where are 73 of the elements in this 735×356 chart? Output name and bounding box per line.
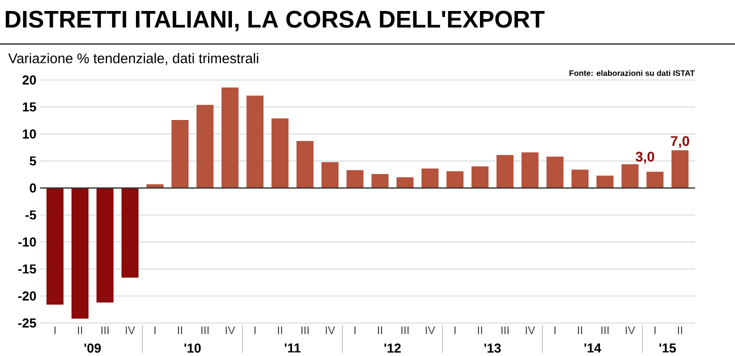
- bar: [246, 96, 264, 188]
- y-tick-label: 10: [22, 129, 36, 139]
- x-tick-label: II: [578, 326, 582, 334]
- text: '14: [584, 344, 602, 352]
- bar: [296, 141, 314, 188]
- x-tick-label: III: [501, 326, 509, 334]
- text: '13: [484, 344, 501, 353]
- y-tick-label: 0: [30, 183, 36, 193]
- bar: [46, 188, 64, 305]
- x-tick-label: III: [601, 326, 609, 334]
- x-tick-label: III: [301, 326, 309, 334]
- bar: [222, 88, 239, 188]
- x-tick-label: II: [378, 326, 382, 334]
- x-tick-label: III: [201, 326, 209, 334]
- x-tick-label: IV: [526, 326, 536, 334]
- x-tick-label: II: [678, 326, 682, 334]
- x-tick-label: III: [101, 326, 109, 334]
- x-tick-label: I: [654, 326, 656, 334]
- y-tick-label: 15: [22, 102, 36, 112]
- x-tick-label: IV: [426, 326, 436, 334]
- y-tick-label: -25: [18, 318, 36, 328]
- bar: [622, 164, 639, 188]
- bar: [346, 170, 364, 188]
- data-label: 7,0: [670, 136, 690, 148]
- bar: [646, 172, 664, 188]
- text: '09: [84, 344, 101, 353]
- x-tick-label: I: [454, 326, 456, 334]
- x-tick-label: II: [278, 326, 282, 334]
- x-tick-label: I: [154, 326, 156, 334]
- x-tick-label: IV: [226, 326, 236, 334]
- bar: [522, 152, 539, 188]
- y-tick-label: -15: [18, 264, 36, 274]
- bar: [196, 104, 214, 188]
- y-tick-label: -10: [18, 237, 36, 247]
- y-tick-label: -5: [25, 210, 36, 220]
- data-label: 3,0: [636, 152, 654, 164]
- bar: [322, 162, 339, 188]
- text: '15: [659, 344, 676, 353]
- bar: [572, 170, 589, 188]
- x-tick-label: I: [354, 326, 356, 334]
- chart-title: DISTRETTI ITALIANI, LA CORSA DELL'EXPORT: [6, 10, 545, 32]
- y-tick-label: 5: [30, 156, 36, 166]
- x-tick-label: I: [54, 326, 56, 334]
- y-tick-label: 20: [22, 75, 36, 85]
- bar: [496, 155, 514, 188]
- bar: [172, 120, 189, 188]
- x-tick-label: I: [254, 326, 256, 334]
- x-tick-label: III: [401, 326, 409, 334]
- bar: [672, 150, 689, 188]
- bar: [146, 184, 164, 188]
- x-tick-label: IV: [626, 326, 636, 334]
- bar: [596, 176, 614, 188]
- text: '12: [384, 344, 401, 353]
- text: '10: [184, 344, 201, 353]
- bar: [372, 174, 389, 188]
- x-tick-label: I: [554, 326, 556, 334]
- x-tick-label: II: [178, 326, 182, 334]
- x-tick-label: II: [78, 326, 82, 334]
- bar: [546, 156, 564, 188]
- bar: [96, 188, 114, 302]
- bar: [472, 166, 489, 188]
- x-tick-label: IV: [126, 326, 136, 334]
- x-tick-label: IV: [326, 326, 336, 334]
- x-tick-label: II: [478, 326, 482, 334]
- text: '11: [284, 344, 301, 352]
- bar: [446, 171, 464, 188]
- y-tick-label: -20: [18, 291, 36, 301]
- chart-subtitle: Variazione % tendenziale, dati trimestrali: [8, 53, 258, 65]
- bar: [272, 118, 289, 188]
- bar: [122, 188, 139, 278]
- bar: [422, 168, 439, 188]
- bar: [72, 188, 89, 319]
- bar: [396, 177, 414, 188]
